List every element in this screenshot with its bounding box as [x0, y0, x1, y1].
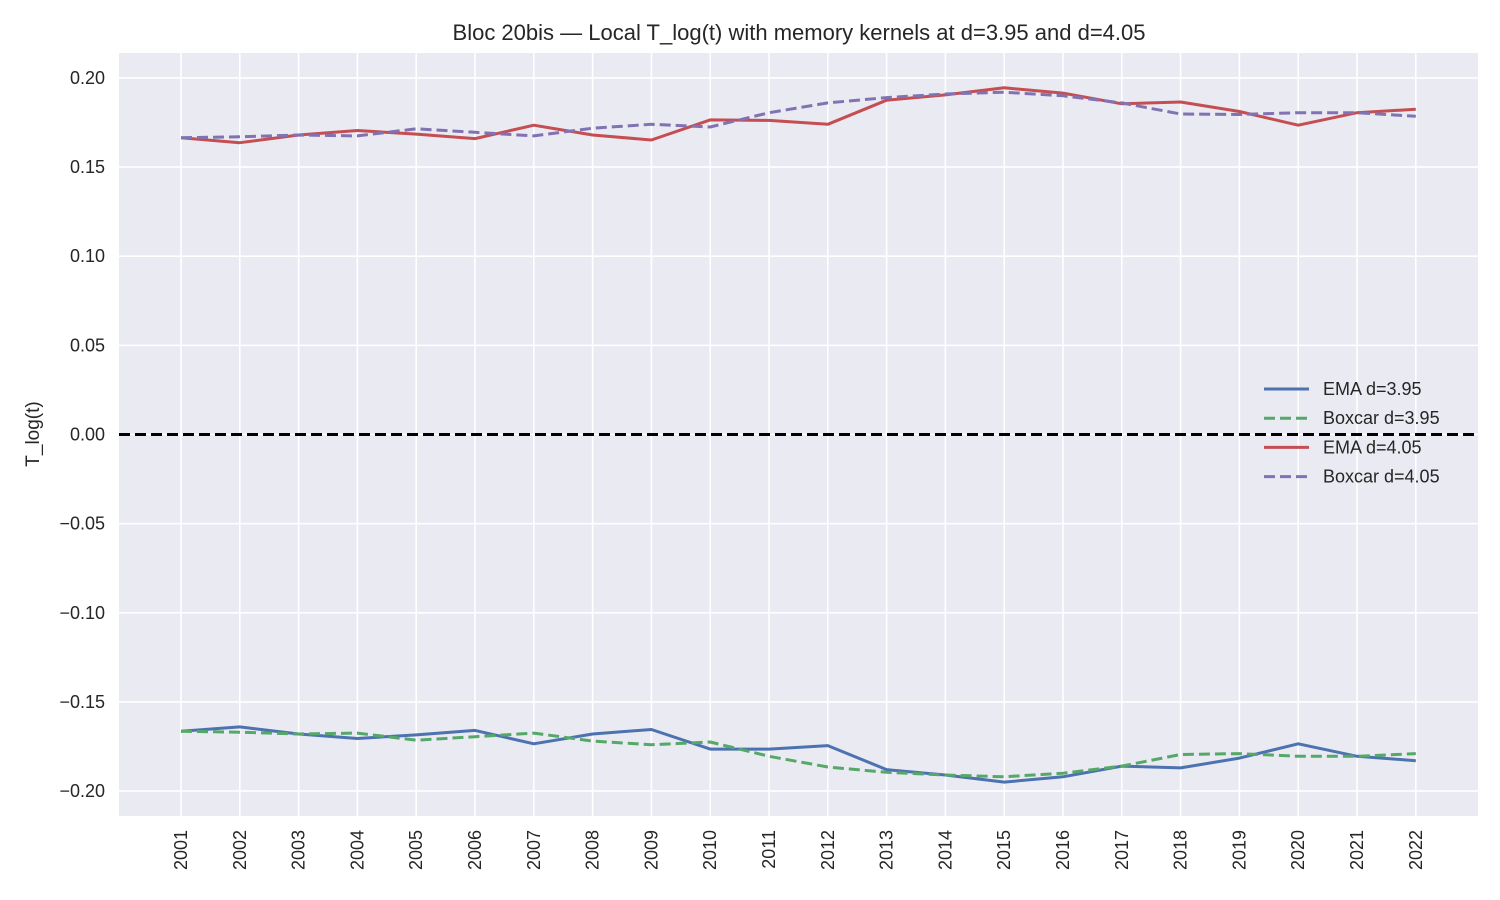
x-tick-label: 2013 — [877, 830, 897, 870]
x-tick-label: 2010 — [700, 830, 720, 870]
y-tick-label: −0.20 — [59, 781, 105, 801]
x-tick-label: 2012 — [818, 830, 838, 870]
x-tick-label: 2021 — [1347, 830, 1367, 870]
x-tick-label: 2014 — [935, 830, 955, 870]
x-tick-labels: 2001 2002 2003 2004 2005 2006 2007 2008 2009 2010… — [171, 830, 1426, 870]
x-tick-label: 2011 — [759, 830, 779, 869]
legend: EMA d=3.95 Boxcar d=3.95 EMA d=4.05 Boxcar … — [1264, 379, 1440, 487]
series-line-2 — [180, 86, 1416, 145]
legend-label: EMA d=3.95 — [1323, 379, 1422, 399]
x-tick-label: 2020 — [1288, 830, 1308, 870]
series-line-0 — [180, 725, 1416, 784]
series-line-3 — [180, 90, 1416, 140]
y-tick-label: 0.15 — [70, 157, 105, 177]
x-tick-label: 2015 — [994, 830, 1014, 870]
x-tick-label: 2007 — [524, 830, 544, 870]
y-tick-label: −0.15 — [59, 692, 105, 712]
y-tick-label: 0.00 — [70, 425, 105, 445]
x-tick-label: 2002 — [230, 830, 250, 870]
x-tick-label: 2022 — [1406, 830, 1426, 870]
legend-label: Boxcar d=3.95 — [1323, 408, 1440, 428]
legend-label: Boxcar d=4.05 — [1323, 467, 1440, 487]
x-tick-label: 2019 — [1229, 830, 1249, 870]
y-tick-label: −0.05 — [59, 514, 105, 534]
y-tick-label: −0.10 — [59, 603, 105, 623]
y-axis-label: T_log(t) — [23, 401, 44, 466]
x-tick-label: 2016 — [1053, 830, 1073, 870]
x-tick-label: 2005 — [406, 830, 426, 870]
x-tick-label: 2006 — [465, 830, 485, 870]
x-tick-label: 2003 — [289, 830, 309, 870]
series-lines — [180, 86, 1416, 784]
chart-title: Bloc 20bis — Local T_log(t) with memory … — [453, 20, 1146, 45]
x-tick-label: 2008 — [583, 830, 603, 870]
legend-label: EMA d=4.05 — [1323, 437, 1422, 457]
y-tick-label: 0.05 — [70, 335, 105, 355]
y-tick-label: 0.10 — [70, 246, 105, 266]
x-tick-label: 2001 — [171, 830, 191, 870]
x-tick-label: 2018 — [1171, 830, 1191, 870]
x-tick-label: 2004 — [347, 830, 367, 870]
x-tick-label: 2017 — [1112, 830, 1132, 870]
y-tick-labels: −0.20 −0.15 −0.10 −0.05 0.00 0.05 0.10 0.15 0.20 — [59, 68, 105, 801]
x-tick-label: 2009 — [641, 830, 661, 870]
y-tick-label: 0.20 — [70, 68, 105, 88]
